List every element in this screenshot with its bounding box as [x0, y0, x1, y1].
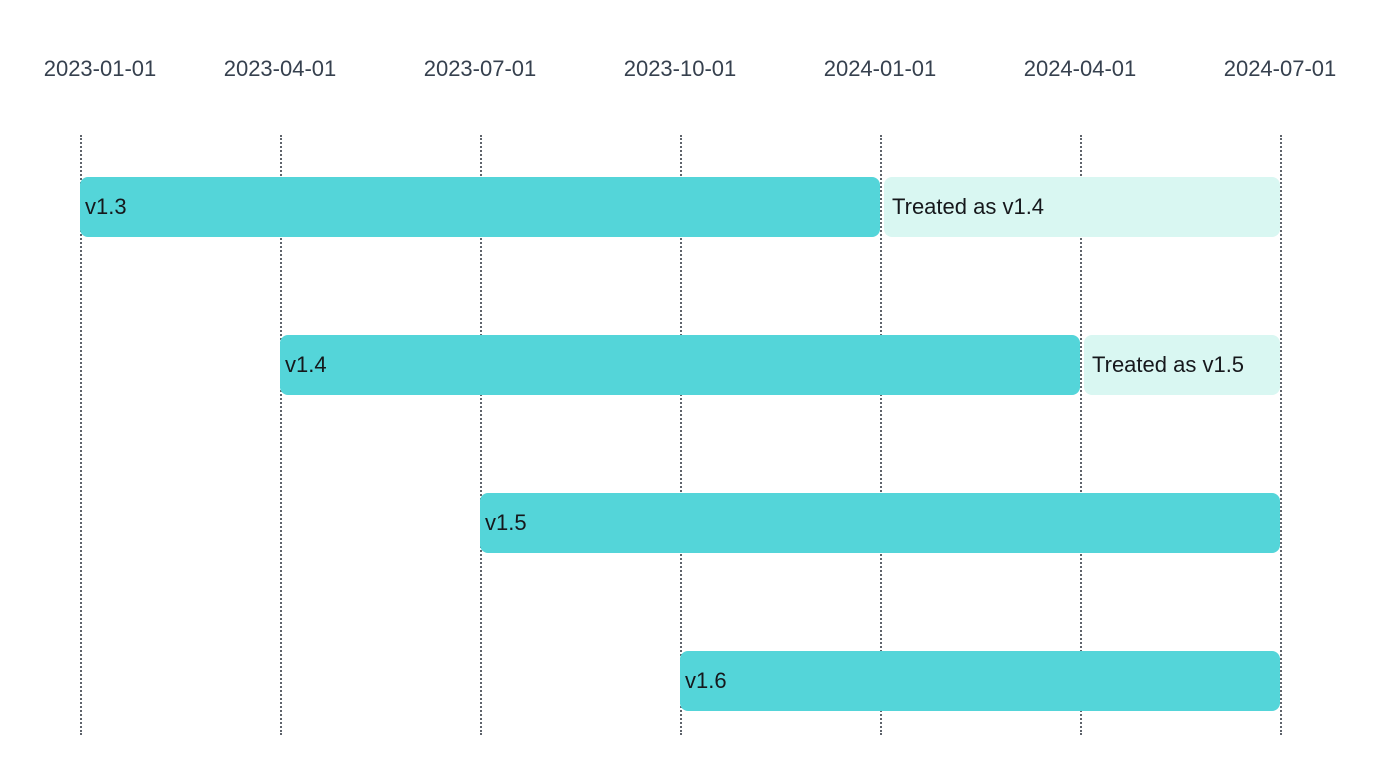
gridline — [1280, 135, 1282, 735]
task-bar-label: v1.3 — [85, 194, 127, 219]
gridline — [880, 135, 882, 735]
task-bar-label: Treated as v1.5 — [1092, 352, 1245, 377]
axis-tick-label: 2023-07-01 — [423, 56, 537, 81]
gridline — [280, 135, 282, 735]
task-bar-v1.4: v1.4 — [280, 335, 1080, 395]
task-bar-label: v1.6 — [685, 668, 727, 693]
task-bar-v1.6: v1.6 — [680, 651, 1280, 711]
task-bar-v1.3: v1.3 — [80, 177, 880, 237]
axis-tick-label: 2023-04-01 — [223, 56, 337, 81]
axis-tick-label: 2023-01-01 — [43, 56, 157, 81]
gridline — [80, 135, 82, 735]
gridline — [480, 135, 482, 735]
task-bar-label: v1.4 — [285, 352, 327, 377]
axis-tick-label: 2024-04-01 — [1023, 56, 1137, 81]
axis-tick-label: 2023-10-01 — [623, 56, 737, 81]
task-bar-label: v1.5 — [485, 510, 527, 535]
task-bar-treated-as-v1.4: Treated as v1.4 — [884, 177, 1280, 237]
task-bar-treated-as-v1.5: Treated as v1.5 — [1084, 335, 1280, 395]
axis-tick-label: 2024-01-01 — [823, 56, 937, 81]
task-bar-v1.5: v1.5 — [480, 493, 1280, 553]
gridline — [1080, 135, 1082, 735]
axis-tick-label: 2024-07-01 — [1223, 56, 1337, 81]
task-bar-label: Treated as v1.4 — [892, 194, 1045, 219]
gridline — [680, 135, 682, 735]
